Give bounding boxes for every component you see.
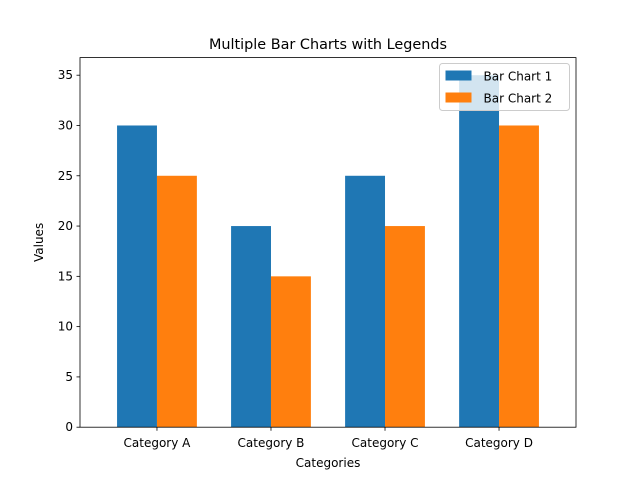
bar-series-2-4 <box>499 125 539 428</box>
bar-series-2-2 <box>270 276 311 428</box>
legend-swatch-1 <box>445 70 472 81</box>
bar-series-2-3 <box>385 226 425 428</box>
chart-title: Multiple Bar Charts with Legends <box>209 37 447 53</box>
bar-series-1-1 <box>117 125 157 428</box>
y-axis-ticks: 0 5 10 15 20 25 30 35 <box>58 68 80 434</box>
y-tick-label: 35 <box>58 68 73 82</box>
y-tick-label: 20 <box>58 219 73 233</box>
bar-series-1-3 <box>345 175 386 428</box>
legend-box <box>439 63 570 111</box>
bar-series-2-1 <box>156 175 197 428</box>
legend: Bar Chart 1 Bar Chart 2 <box>439 63 570 111</box>
bar-series-1-4 <box>459 75 500 428</box>
x-tick-label: Category D <box>465 436 533 450</box>
x-tick-label: Category C <box>352 436 419 450</box>
legend-label-2: Bar Chart 2 <box>484 92 553 106</box>
x-axis-label: Categories <box>296 456 361 470</box>
y-tick-label: 10 <box>58 320 73 334</box>
x-tick-label: Category B <box>238 436 305 450</box>
y-tick-label: 5 <box>65 370 73 384</box>
bars-layer <box>117 75 539 428</box>
legend-label-1: Bar Chart 1 <box>484 70 553 84</box>
y-axis-label: Values <box>32 223 46 262</box>
x-tick-label: Category A <box>124 436 192 450</box>
legend-swatch-2 <box>445 92 472 103</box>
x-axis-ticks: Category A Category B Category C Category D <box>124 427 533 450</box>
y-tick-label: 0 <box>65 420 73 434</box>
plot-frame <box>79 57 577 428</box>
y-tick-label: 30 <box>58 118 73 132</box>
y-tick-label: 25 <box>58 169 73 183</box>
bar-series-1-2 <box>231 226 271 428</box>
y-tick-label: 15 <box>58 269 73 283</box>
